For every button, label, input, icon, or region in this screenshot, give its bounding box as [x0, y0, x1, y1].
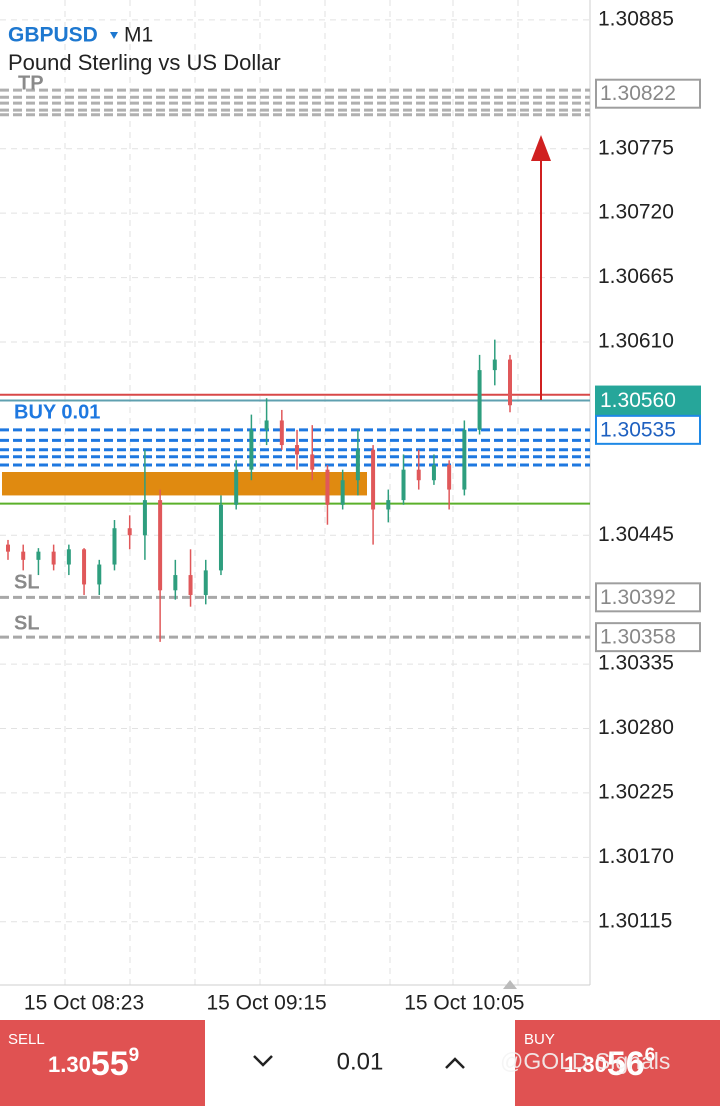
x-tick-label: 15 Oct 10:05 [404, 992, 524, 1015]
y-tick-label: 1.30610 [598, 330, 674, 353]
candle-body [218, 504, 223, 571]
sell-button[interactable] [0, 1020, 205, 1106]
sell-price-small: 9 [129, 1045, 140, 1066]
candle-body [21, 551, 26, 560]
volume-down[interactable] [253, 1055, 273, 1067]
plot: BUY 0.01 SL SL TP [0, 19, 590, 923]
y-tick-label: 1.30885 [598, 7, 674, 30]
candle-body [66, 549, 71, 565]
symbol-dropdown[interactable] [110, 32, 118, 39]
x-tick-label: 15 Oct 09:15 [206, 992, 326, 1015]
candle-body [188, 575, 193, 595]
candle-body [279, 420, 284, 446]
sell-price: 1.30559 [48, 1045, 139, 1083]
buy-price-small: 6 [645, 1045, 656, 1066]
candle-body [401, 469, 406, 501]
price-box-label: 1.30560 [600, 389, 676, 412]
candle-body [462, 429, 467, 490]
candle-body [112, 528, 117, 565]
buy-button[interactable] [515, 1020, 720, 1106]
candle-body [127, 528, 132, 536]
watermark: @GOLD Signals [500, 1048, 670, 1074]
candle-body [173, 575, 178, 591]
candle-body [203, 570, 208, 595]
candle-body [386, 500, 391, 510]
y-tick-label: 1.30170 [598, 845, 674, 868]
candle-body [36, 551, 41, 560]
price-box [595, 582, 701, 613]
candle-body [416, 469, 421, 481]
sell-label: SELL [8, 1031, 45, 1048]
price-box [595, 622, 701, 653]
scroll-marker[interactable] [503, 980, 517, 989]
buy-label: BUY [524, 1031, 555, 1048]
y-tick-label: 1.30115 [598, 909, 672, 932]
price-box-label: 1.30535 [600, 418, 676, 441]
candle-body [477, 370, 482, 430]
candle-body [310, 454, 315, 470]
x-tick-label: 15 Oct 08:23 [24, 992, 144, 1015]
sl-label: SL [14, 612, 40, 634]
buy-price-big: 56 [607, 1045, 645, 1083]
price-box [595, 385, 701, 416]
candle-body [295, 445, 300, 455]
description: Pound Sterling vs US Dollar [8, 50, 281, 75]
candle-body [158, 500, 163, 591]
candle-body [142, 500, 147, 536]
candle-body [355, 449, 360, 481]
price-box-label: 1.30822 [600, 82, 676, 105]
candle-body [234, 469, 239, 505]
order-label: BUY 0.01 [14, 401, 100, 423]
arrow-head [531, 135, 551, 161]
price-box [595, 78, 701, 109]
timeframe[interactable]: M1 [124, 24, 153, 47]
tp-label: TP [18, 72, 44, 94]
y-tick-label: 1.30775 [598, 136, 674, 159]
candle-body [82, 549, 87, 585]
sl-label: SL [14, 571, 40, 593]
buy-price: 1.30566 [564, 1045, 655, 1083]
y-tick-label: 1.30445 [598, 523, 674, 546]
price-box-label: 1.30358 [600, 626, 676, 649]
candle-body [325, 469, 330, 505]
y-tick-label: 1.30720 [598, 201, 674, 224]
candle-body [249, 429, 254, 470]
candle-body [97, 564, 102, 585]
y-tick-label: 1.30665 [598, 265, 674, 288]
volume-up[interactable] [445, 1057, 465, 1069]
candle-body [264, 420, 269, 430]
price-box [595, 414, 701, 445]
candle-body [447, 464, 452, 490]
symbol[interactable]: GBPUSD [8, 24, 98, 47]
buy-price-main: 1.30 [564, 1052, 607, 1077]
candle-body [51, 551, 56, 565]
candle-body [6, 544, 10, 552]
candle-body [371, 449, 376, 510]
candle-body [492, 359, 497, 371]
price-box-label: 1.30392 [600, 586, 676, 609]
candle-body [508, 359, 512, 406]
y-tick-label: 1.30335 [598, 652, 674, 675]
y-tick-label: 1.30225 [598, 780, 674, 803]
zone [2, 472, 367, 496]
volume[interactable]: 0.01 [337, 1048, 384, 1075]
y-tick-label: 1.30280 [598, 716, 674, 739]
sell-price-main: 1.30 [48, 1052, 91, 1077]
sell-price-big: 55 [91, 1045, 129, 1083]
candle-body [431, 464, 436, 481]
candle-body [340, 480, 345, 505]
